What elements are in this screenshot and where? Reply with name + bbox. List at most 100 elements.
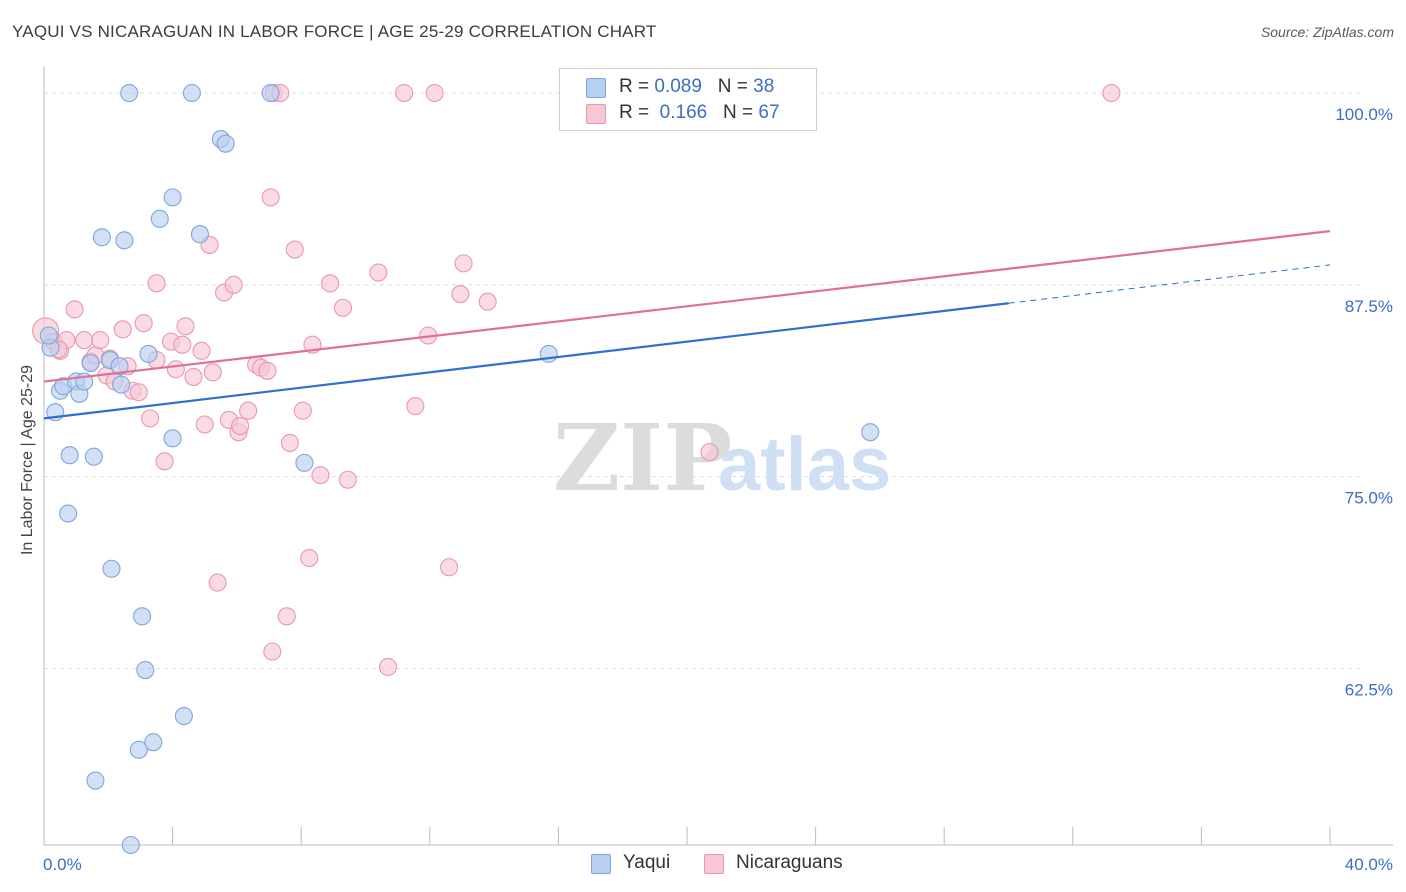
yaqui-point bbox=[86, 771, 105, 790]
yaqui-point bbox=[295, 453, 314, 472]
chart-title: YAQUI VS NICARAGUAN IN LABOR FORCE | AGE… bbox=[12, 22, 657, 41]
nicaraguans-point bbox=[239, 401, 258, 420]
y-tick-label: 87.5% bbox=[1345, 297, 1393, 316]
legend-r-label: R = bbox=[619, 102, 655, 123]
yaqui-point bbox=[39, 326, 58, 345]
yaqui-swatch bbox=[591, 854, 611, 874]
yaqui-trend-extension bbox=[1008, 264, 1331, 304]
nicaraguans-point bbox=[129, 383, 148, 402]
nicaraguans-point bbox=[147, 274, 166, 293]
yaqui-point bbox=[182, 83, 201, 103]
nicaraguans-point bbox=[155, 452, 174, 471]
legend-n-label: N = bbox=[723, 102, 759, 123]
nicaraguans-point bbox=[478, 292, 497, 311]
yaqui-point bbox=[92, 228, 111, 247]
series-legend: Yaqui Nicaraguans bbox=[0, 852, 1406, 878]
nicaraguans-point bbox=[378, 657, 398, 677]
nicaraguans-point bbox=[208, 573, 227, 592]
nicaraguans-point bbox=[425, 83, 444, 103]
nicaraguans-point bbox=[261, 188, 280, 207]
source-label: Source: ZipAtlas.com bbox=[1260, 24, 1394, 40]
nicaraguans-point bbox=[440, 558, 459, 577]
nicaraguans-point bbox=[65, 300, 84, 319]
yaqui-point bbox=[163, 188, 182, 207]
nicaraguans-point bbox=[75, 331, 94, 350]
nicaraguans-point bbox=[700, 443, 719, 462]
yaqui-point bbox=[150, 209, 169, 228]
legend-r-label: R = bbox=[619, 76, 655, 97]
nicaraguans-point bbox=[395, 83, 414, 103]
yaqui-point bbox=[261, 83, 280, 103]
nicaraguans-point bbox=[451, 285, 470, 304]
nicaraguans-point bbox=[263, 642, 282, 661]
yaqui-point bbox=[129, 740, 148, 759]
yaqui-point bbox=[121, 835, 140, 855]
nicaraguans-trend-line bbox=[43, 230, 1331, 383]
yaqui-point bbox=[81, 354, 100, 373]
yaqui-point bbox=[136, 660, 155, 680]
x-tick-label: 0.0% bbox=[43, 855, 82, 874]
nicaraguans-point bbox=[141, 409, 160, 428]
legend-label-nicaraguans: Nicaraguans bbox=[736, 852, 843, 873]
yaqui-point bbox=[84, 447, 103, 466]
nicaraguans-point bbox=[333, 298, 353, 317]
nicaraguans-swatch bbox=[704, 854, 724, 874]
yaqui-point bbox=[139, 344, 158, 363]
nicaraguans-point bbox=[280, 433, 299, 452]
nicaraguans-point bbox=[285, 240, 304, 259]
yaqui-swatch bbox=[586, 78, 606, 98]
yaqui-point bbox=[174, 707, 193, 726]
nicaraguans-point bbox=[166, 360, 185, 379]
nicaraguans-point bbox=[192, 341, 211, 360]
yaqui-point bbox=[133, 607, 152, 626]
nicaraguans-point bbox=[300, 548, 319, 568]
nicaraguans-point bbox=[338, 470, 357, 489]
nicaraguans-swatch bbox=[586, 104, 606, 124]
x-tick-label: 40.0% bbox=[1345, 855, 1393, 874]
yaqui-point bbox=[112, 375, 131, 394]
nicaraguans-point bbox=[321, 274, 340, 293]
nicaraguans-point bbox=[311, 466, 330, 485]
y-tick-label: 100.0% bbox=[1335, 105, 1393, 124]
nicaraguans-point bbox=[369, 263, 388, 282]
yaqui-point bbox=[59, 504, 78, 523]
yaqui-point bbox=[102, 559, 121, 578]
legend-label-yaqui: Yaqui bbox=[623, 852, 671, 873]
watermark-zip: ZIP bbox=[553, 404, 732, 512]
yaqui-point bbox=[120, 83, 139, 103]
yaqui-point bbox=[163, 429, 182, 448]
y-tick-label: 75.0% bbox=[1345, 489, 1393, 508]
nicaraguans-point bbox=[406, 397, 425, 416]
nicaraguans-point bbox=[203, 363, 222, 382]
legend-r-value-yaqui: 0.089 bbox=[654, 76, 702, 97]
nicaraguans-point bbox=[258, 361, 277, 380]
legend-n-value-yaqui: 38 bbox=[753, 76, 775, 97]
nicaraguans-point bbox=[277, 607, 296, 626]
nicaraguans-point bbox=[293, 401, 312, 420]
nicaraguans-point bbox=[184, 367, 203, 386]
legend-n-value-nicaraguans: 67 bbox=[758, 102, 780, 123]
yaqui-point bbox=[216, 134, 235, 153]
yaqui-trend-line bbox=[43, 302, 1009, 420]
correlation-legend: R = 0.089 N = 38 R = 0.166 N = 67 bbox=[559, 68, 817, 131]
yaqui-point bbox=[110, 357, 129, 376]
nicaraguans-point bbox=[113, 320, 132, 339]
y-tick-label: 62.5% bbox=[1345, 681, 1393, 700]
nicaraguans-point bbox=[224, 275, 243, 294]
yaqui-point bbox=[144, 733, 163, 752]
nicaraguans-point bbox=[1102, 83, 1121, 103]
nicaraguans-point bbox=[454, 254, 473, 273]
yaqui-point bbox=[60, 446, 79, 465]
yaqui-point bbox=[190, 225, 209, 244]
nicaraguans-point bbox=[173, 335, 192, 354]
nicaraguans-point bbox=[231, 416, 250, 436]
nicaraguans-point bbox=[91, 331, 110, 350]
yaqui-point bbox=[115, 231, 134, 250]
nicaraguans-point bbox=[134, 314, 153, 333]
nicaraguans-point bbox=[195, 415, 214, 434]
nicaraguans-point bbox=[176, 317, 195, 336]
legend-n-label: N = bbox=[717, 76, 754, 97]
yaqui-point bbox=[861, 423, 880, 442]
legend-r-value-nicaraguans: 0.166 bbox=[659, 102, 708, 123]
